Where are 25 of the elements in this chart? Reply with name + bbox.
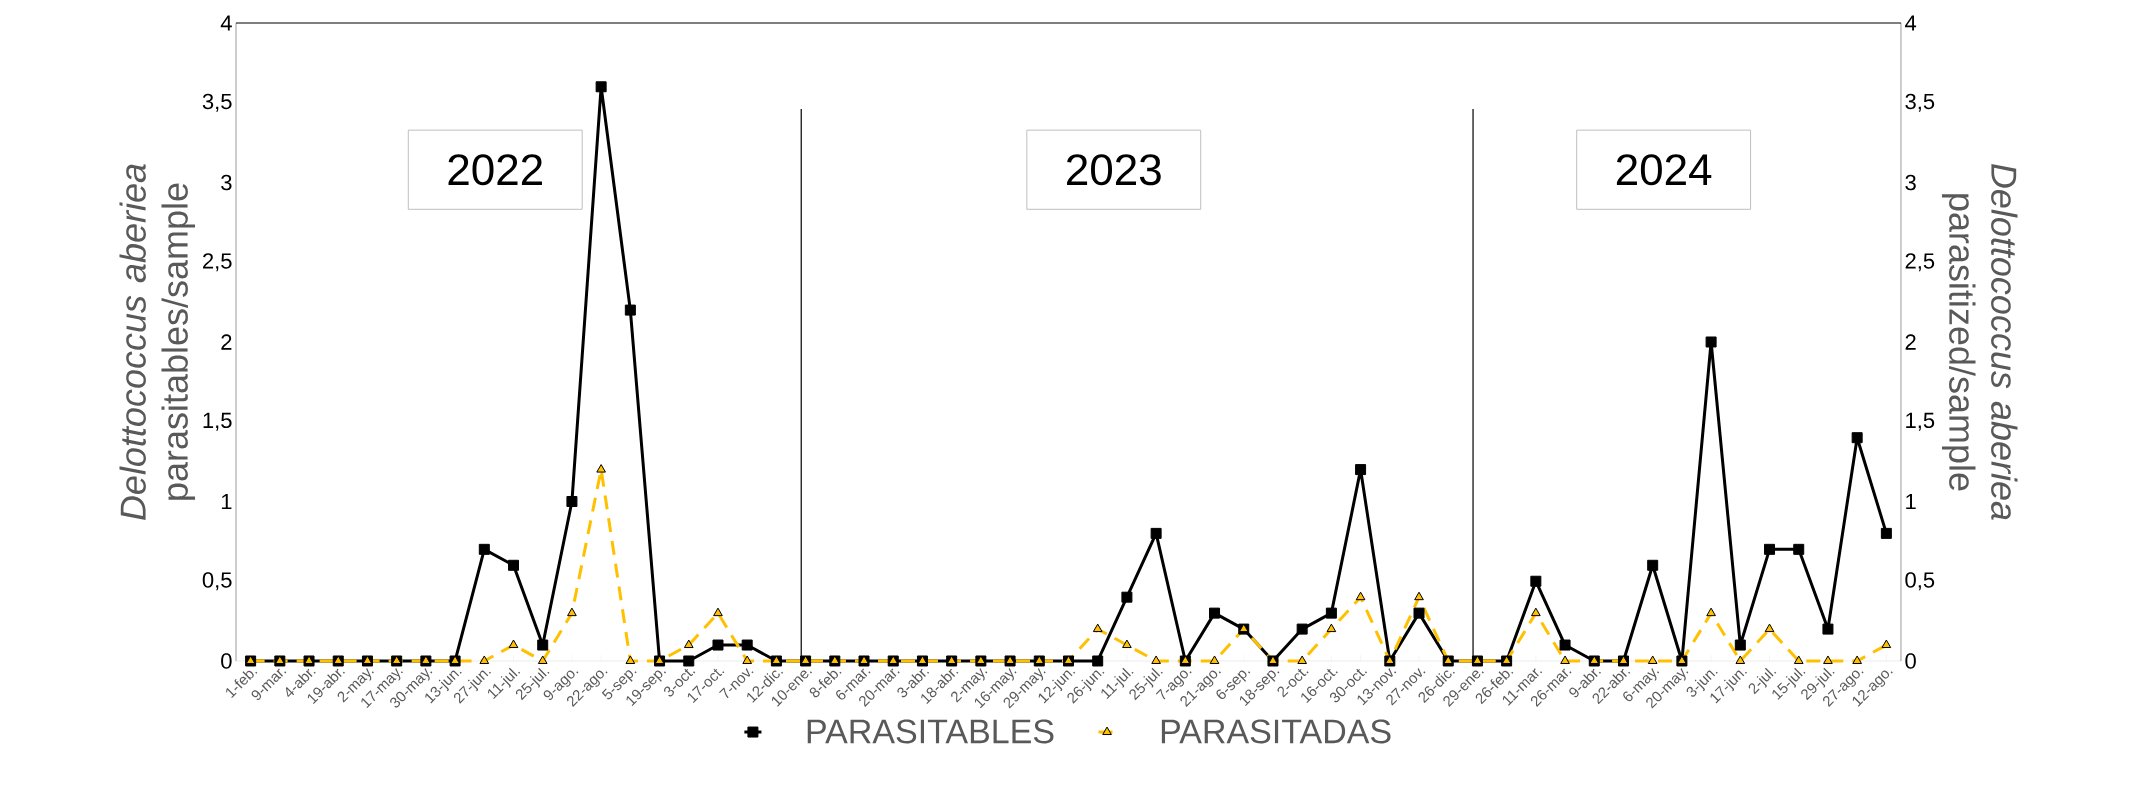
y2-tick-label: 1,5 (1906, 412, 1935, 431)
y2-tick-label: 0,5 (1905, 572, 1935, 591)
legend-label: PARASITABLES (807, 719, 1054, 744)
y2-axis-title: Delottococcus aberiea parasitized/sample (1941, 164, 2018, 520)
y-tick-label: 3 (221, 174, 232, 191)
y-tick-label: 0,5 (202, 572, 232, 591)
annotation: 2022 (448, 154, 542, 186)
y2-tick-label: 3,5 (1905, 93, 1935, 112)
y2-tick-label: 1 (1906, 493, 1916, 510)
annotation: 2024 (1616, 154, 1712, 186)
y-tick-label: 4 (220, 15, 232, 31)
y2-tick-label: 2,5 (1905, 253, 1935, 272)
y-tick-label: 3,5 (202, 93, 232, 112)
y2-tick-label: 3 (1905, 174, 1916, 191)
y-axis-title: Delottococcus aberiea parasitables/sample (119, 164, 196, 520)
y-tick-label: 0 (221, 653, 232, 669)
y2-tick-label: 4 (1905, 15, 1917, 31)
annotation: 2023 (1067, 154, 1161, 186)
y-tick-label: 1,5 (203, 412, 232, 431)
legend-label: PARASITADAS (1161, 719, 1391, 744)
y2-tick-label: 0 (1905, 653, 1916, 669)
y-tick-label: 1 (221, 493, 232, 510)
y-tick-label: 2 (221, 334, 232, 350)
y2-tick-label: 2 (1905, 334, 1916, 350)
y-tick-label: 2,5 (203, 253, 232, 272)
